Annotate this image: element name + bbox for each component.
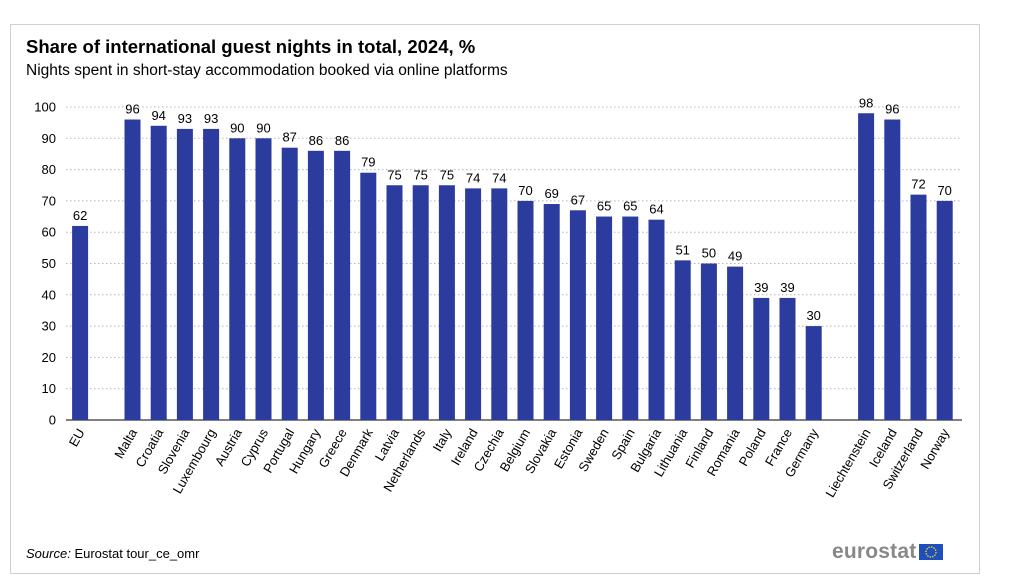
data-label-luxembourg: 93 bbox=[204, 111, 218, 126]
y-tick-label: 60 bbox=[42, 225, 56, 240]
data-label-cyprus: 90 bbox=[256, 120, 270, 135]
bar-norway bbox=[936, 200, 953, 420]
bar-czechia bbox=[491, 188, 508, 420]
y-tick-label: 50 bbox=[42, 256, 56, 271]
data-label-finland: 50 bbox=[702, 246, 716, 261]
eu-flag-icon bbox=[919, 544, 944, 560]
bar-portugal bbox=[281, 147, 298, 420]
bar-luxembourg bbox=[203, 128, 220, 420]
data-label-iceland: 96 bbox=[885, 102, 899, 117]
data-label-greece: 86 bbox=[335, 133, 349, 148]
y-tick-label: 90 bbox=[42, 131, 56, 146]
source-note: Source: Eurostat tour_ce_omr bbox=[26, 546, 199, 561]
bar-romania bbox=[727, 266, 744, 420]
data-label-portugal: 87 bbox=[282, 130, 296, 145]
data-label-france: 39 bbox=[780, 280, 794, 295]
source-text: Eurostat tour_ce_omr bbox=[74, 546, 200, 561]
data-label-slovenia: 93 bbox=[178, 111, 192, 126]
y-tick-label: 0 bbox=[49, 413, 56, 428]
data-label-croatia: 94 bbox=[151, 108, 165, 123]
chart-title: Share of international guest nights in t… bbox=[26, 36, 476, 57]
bar-hungary bbox=[307, 150, 324, 420]
bar-eu bbox=[72, 225, 89, 420]
data-label-hungary: 86 bbox=[309, 133, 323, 148]
y-tick-label: 80 bbox=[42, 162, 56, 177]
data-label-switzerland: 72 bbox=[911, 177, 925, 192]
bar-netherlands bbox=[412, 185, 429, 420]
bar-poland bbox=[753, 297, 770, 420]
y-tick-label: 20 bbox=[42, 350, 56, 365]
bar-sweden bbox=[596, 216, 613, 420]
data-label-poland: 39 bbox=[754, 280, 768, 295]
data-label-lithuania: 51 bbox=[675, 242, 689, 257]
bar-finland bbox=[700, 263, 717, 420]
source-label: Source: bbox=[26, 546, 71, 561]
data-label-netherlands: 75 bbox=[413, 167, 427, 182]
bar-latvia bbox=[386, 185, 403, 420]
bar-iceland bbox=[884, 119, 901, 421]
y-tick-label: 30 bbox=[42, 319, 56, 334]
y-tick-label: 100 bbox=[34, 100, 56, 115]
bar-italy bbox=[438, 185, 455, 420]
data-label-spain: 65 bbox=[623, 199, 637, 214]
bar-belgium bbox=[517, 200, 534, 420]
data-label-eu: 62 bbox=[73, 208, 87, 223]
bar-lithuania bbox=[674, 260, 691, 420]
data-label-denmark: 79 bbox=[361, 155, 375, 170]
x-tick-label-eu: EU bbox=[66, 426, 88, 449]
data-label-estonia: 67 bbox=[571, 192, 585, 207]
bar-greece bbox=[334, 150, 351, 420]
bar-france bbox=[779, 297, 796, 420]
bar-cyprus bbox=[255, 138, 272, 421]
bar-austria bbox=[229, 138, 246, 421]
chart-subtitle: Nights spent in short-stay accommodation… bbox=[26, 62, 508, 79]
bar-croatia bbox=[150, 125, 167, 420]
eurostat-logo: eurostat bbox=[832, 540, 944, 564]
logo-text: eurostat bbox=[832, 540, 917, 563]
x-tick-label-italy: Italy bbox=[430, 426, 455, 455]
bar-switzerland bbox=[910, 194, 927, 420]
bar-estonia bbox=[569, 210, 586, 420]
data-label-romania: 49 bbox=[728, 249, 742, 264]
bar-slovakia bbox=[543, 204, 560, 420]
bar-spain bbox=[622, 216, 639, 420]
data-label-bulgaria: 64 bbox=[649, 202, 663, 217]
data-label-norway: 70 bbox=[937, 183, 951, 198]
y-tick-label: 10 bbox=[42, 381, 56, 396]
bar-slovenia bbox=[176, 128, 193, 420]
data-label-germany: 30 bbox=[806, 308, 820, 323]
data-label-sweden: 65 bbox=[597, 199, 611, 214]
y-tick-label: 40 bbox=[42, 287, 56, 302]
bar-germany bbox=[805, 326, 822, 420]
data-label-latvia: 75 bbox=[387, 167, 401, 182]
bar-liechtenstein bbox=[858, 113, 875, 420]
bar-bulgaria bbox=[648, 219, 665, 420]
bar-malta bbox=[124, 119, 141, 421]
data-label-italy: 75 bbox=[440, 167, 454, 182]
y-tick-label: 70 bbox=[42, 193, 56, 208]
data-label-malta: 96 bbox=[125, 102, 139, 117]
data-label-slovakia: 69 bbox=[544, 186, 558, 201]
data-label-austria: 90 bbox=[230, 120, 244, 135]
data-label-czechia: 74 bbox=[492, 170, 506, 185]
data-label-ireland: 74 bbox=[466, 170, 480, 185]
data-label-liechtenstein: 98 bbox=[859, 95, 873, 110]
bar-denmark bbox=[360, 172, 377, 420]
bar-ireland bbox=[465, 188, 482, 420]
data-label-belgium: 70 bbox=[518, 183, 532, 198]
